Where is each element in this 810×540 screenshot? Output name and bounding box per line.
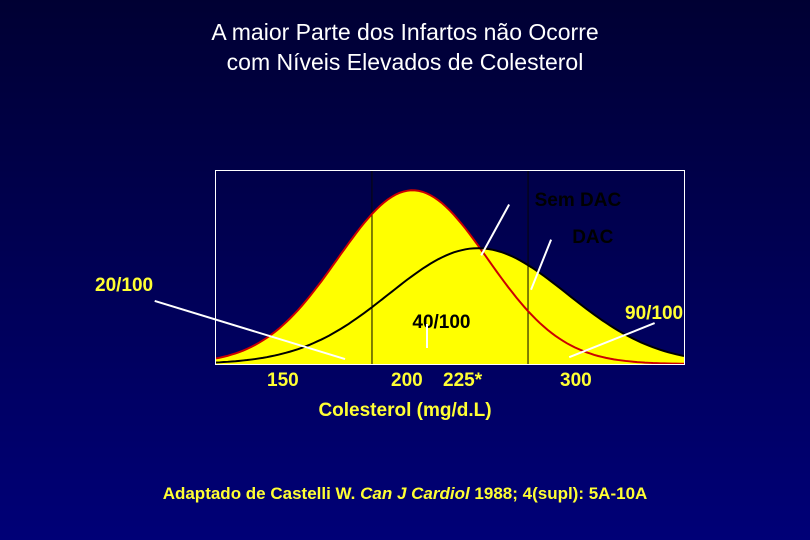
leader-line-3 bbox=[426, 324, 428, 348]
x-tick-150: 150 bbox=[267, 370, 299, 392]
dac_label: DAC bbox=[572, 227, 613, 249]
citation-footnote: Adaptado de Castelli W. Can J Cardiol 19… bbox=[0, 484, 810, 504]
p20_label: 20/100 bbox=[95, 275, 153, 297]
footnote-italic: Can J Cardiol bbox=[360, 484, 474, 503]
x-tick-200: 200 bbox=[391, 370, 423, 392]
title-line-1: A maior Parte dos Infartos não Ocorre bbox=[211, 19, 598, 45]
x-tick-225: 225* bbox=[443, 370, 482, 392]
footnote-suffix: 1988; 4(supl): 5A-10A bbox=[474, 484, 647, 503]
p40_label: 40/100 bbox=[412, 312, 470, 334]
slide-title: A maior Parte dos Infartos não Ocorre co… bbox=[0, 18, 810, 78]
sem_dac_label: Sem DAC bbox=[535, 190, 622, 212]
x-axis-label: Colesterol (mg/d.L) bbox=[0, 400, 810, 422]
x-tick-300: 300 bbox=[560, 370, 592, 392]
title-line-2: com Níveis Elevados de Colesterol bbox=[227, 49, 584, 75]
footnote-prefix: Adaptado de Castelli W. bbox=[163, 484, 360, 503]
